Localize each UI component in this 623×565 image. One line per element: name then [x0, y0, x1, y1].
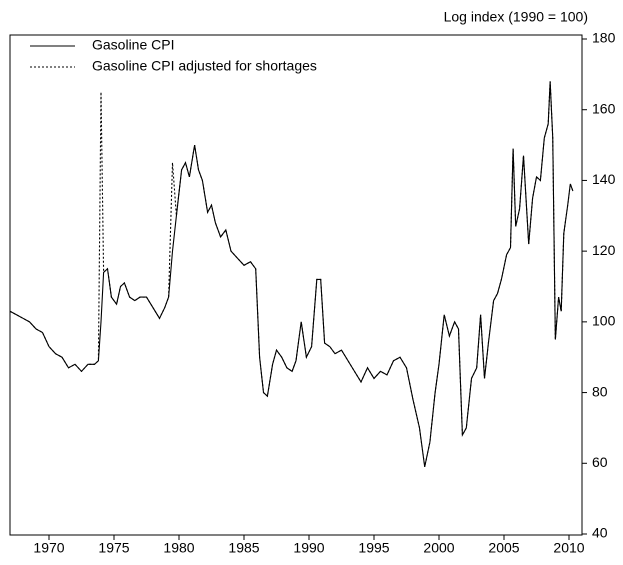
data-line	[9, 81, 574, 467]
x-tick-label: 1970	[33, 540, 64, 556]
y-tick-label: 80	[592, 383, 608, 399]
y-tick-label: 40	[592, 525, 608, 541]
x-tick-label: 1995	[358, 540, 389, 556]
y-tick-label: 60	[592, 454, 608, 470]
x-tick-label: 1975	[98, 540, 129, 556]
y-tick-label: 180	[592, 30, 616, 46]
y-tick-label: 140	[592, 171, 616, 187]
y-tick-label: 100	[592, 313, 616, 329]
x-tick-label: 2010	[553, 540, 584, 556]
y-tick-label: 160	[592, 100, 616, 116]
axis-label: Log index (1990 = 100)	[444, 9, 588, 25]
x-tick-label: 2005	[488, 540, 519, 556]
x-tick-label: 2000	[423, 540, 454, 556]
plot-frame	[9, 34, 583, 536]
x-tick-label: 1980	[163, 540, 194, 556]
legend-label: Gasoline CPI	[92, 37, 174, 53]
legend-label: Gasoline CPI adjusted for shortages	[92, 58, 317, 74]
data-line	[9, 81, 574, 467]
y-tick-label: 120	[592, 242, 616, 258]
x-tick-label: 1985	[228, 540, 259, 556]
x-tick-label: 1990	[293, 540, 324, 556]
